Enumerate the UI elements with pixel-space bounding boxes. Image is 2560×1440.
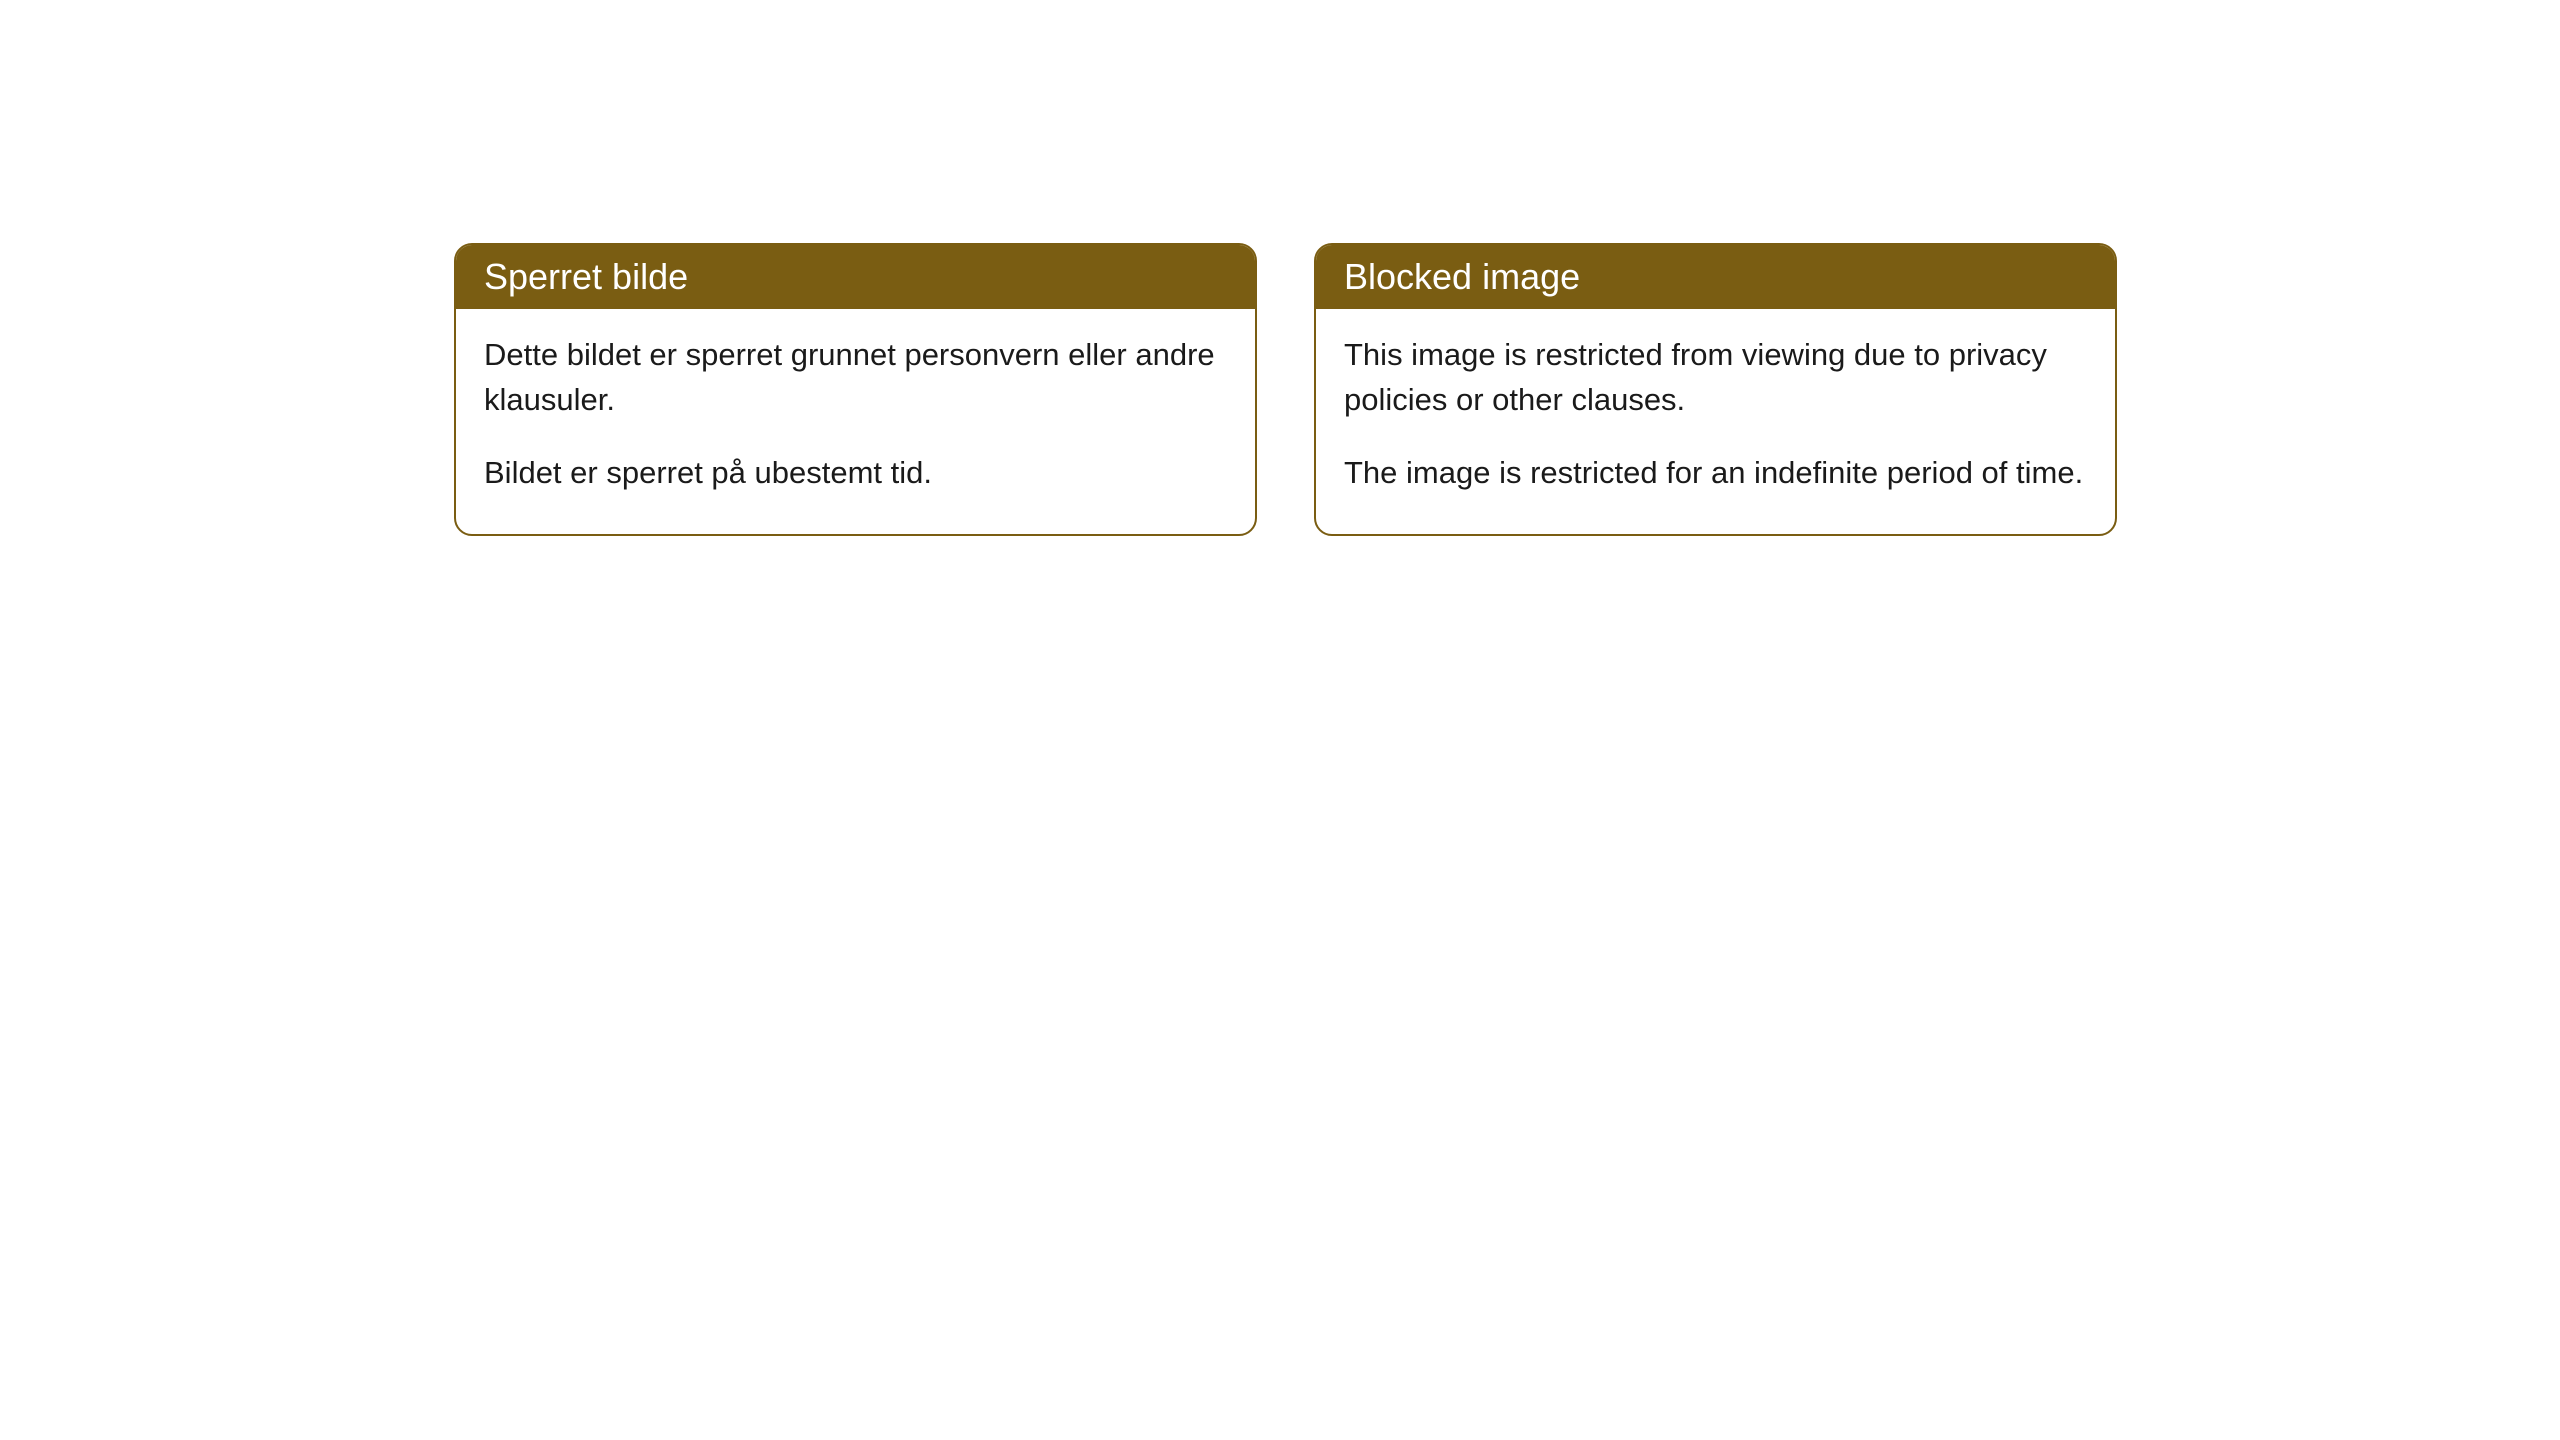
card-norwegian: Sperret bilde Dette bildet er sperret gr… [454,243,1257,536]
card-paragraph-2: The image is restricted for an indefinit… [1344,451,2087,496]
cards-container: Sperret bilde Dette bildet er sperret gr… [454,243,2117,536]
card-english: Blocked image This image is restricted f… [1314,243,2117,536]
card-body-english: This image is restricted from viewing du… [1316,309,2115,534]
card-paragraph-1: Dette bildet er sperret grunnet personve… [484,333,1227,423]
card-header-norwegian: Sperret bilde [456,245,1255,309]
card-header-english: Blocked image [1316,245,2115,309]
card-paragraph-2: Bildet er sperret på ubestemt tid. [484,451,1227,496]
card-body-norwegian: Dette bildet er sperret grunnet personve… [456,309,1255,534]
card-paragraph-1: This image is restricted from viewing du… [1344,333,2087,423]
